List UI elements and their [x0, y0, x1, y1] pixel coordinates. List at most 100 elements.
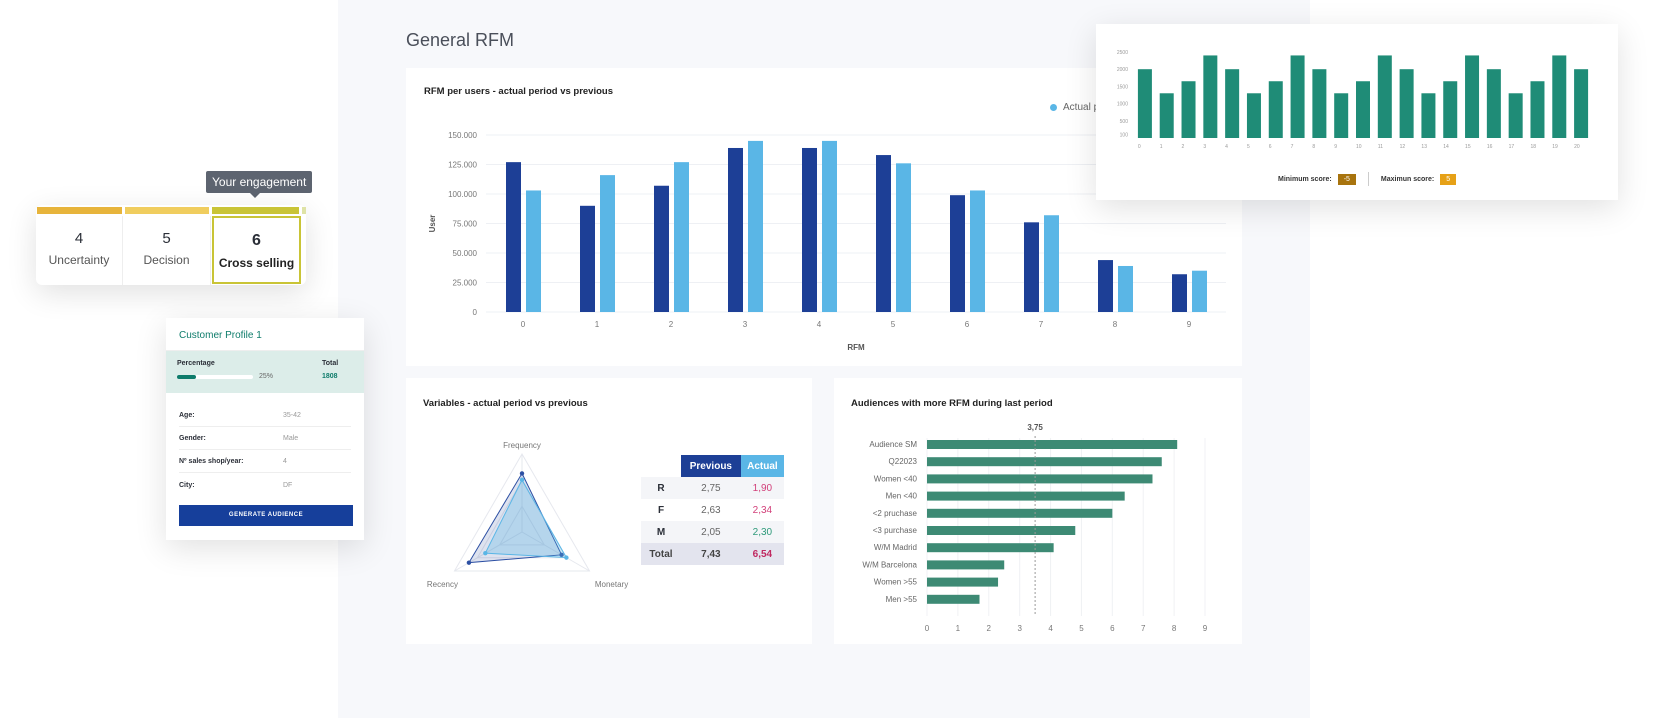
bar	[1552, 55, 1567, 138]
x-tick-label: 5	[1247, 144, 1250, 150]
x-tick-label: 0	[1138, 144, 1141, 150]
rfm-users-title: RFM per users - actual period vs previou…	[424, 86, 613, 97]
bar	[802, 147, 817, 312]
max-score-label: Maximun score:	[1380, 175, 1435, 183]
x-tick-label: 4	[817, 320, 822, 329]
bar	[1574, 69, 1589, 138]
bar	[896, 163, 911, 312]
y-tick-label: 100.000	[448, 190, 477, 199]
bar	[1181, 81, 1196, 138]
y-axis-label: User	[428, 215, 437, 233]
score-card: 100 500 1000 1500 2000 2500 0 1 2 3 4 5 6 7 8 9 10 11 12 13…	[1096, 24, 1618, 200]
bar	[654, 185, 669, 312]
cell-previous: 2,75	[701, 482, 721, 494]
bar	[1465, 55, 1480, 138]
radar-point	[559, 552, 564, 558]
bar	[927, 526, 1076, 535]
bar	[927, 543, 1054, 553]
radar-point	[483, 550, 488, 556]
total-label: Total	[322, 360, 339, 367]
engagement-tooltip: Your engagement	[206, 171, 313, 198]
x-tick-label: 2	[669, 320, 674, 329]
stage-bar-7	[302, 207, 306, 214]
x-tick-label: 15	[1465, 144, 1471, 150]
bar	[927, 594, 980, 604]
legend-label: Actual p	[1063, 102, 1100, 113]
y-tick-label: 1500	[1117, 84, 1128, 90]
stage-cross-selling[interactable]: 6 Cross selling	[212, 216, 301, 284]
x-tick-label: 8	[1113, 320, 1118, 329]
y-tick-label: 500	[1120, 119, 1129, 125]
bar	[600, 175, 615, 312]
bar	[1192, 270, 1207, 312]
divider	[179, 426, 351, 427]
col-actual: Actual	[740, 455, 784, 477]
x-tick-label: 3	[1203, 144, 1206, 150]
bar	[927, 457, 1162, 467]
x-tick-label: 9	[1187, 320, 1192, 329]
x-tick-label: 20	[1574, 144, 1580, 150]
bar	[1312, 69, 1327, 138]
x-tick-label: 3	[743, 320, 748, 329]
min-score-label: Minimum score:	[1278, 175, 1332, 183]
stage-number: 5	[162, 230, 171, 247]
min-score-badge: -5	[1337, 173, 1356, 185]
x-tick-label: 2	[1182, 144, 1185, 150]
percentage-track	[177, 375, 253, 379]
y-tick-label: <2 pruchase	[873, 509, 918, 518]
bar	[970, 190, 985, 312]
cell-actual: 6,54	[752, 548, 773, 560]
variables-table: Previous Actual R 2,75 1,90 F 2,63 2,34 …	[641, 455, 784, 565]
x-tick-label: 7	[1141, 624, 1146, 633]
y-tick-label: Women <40	[874, 474, 918, 483]
bar	[1044, 215, 1059, 312]
bar	[927, 440, 1178, 449]
x-tick-label: 7	[1291, 144, 1294, 150]
y-tick-label: W/M Madrid	[874, 543, 917, 552]
divider	[179, 472, 351, 473]
bar	[927, 560, 1005, 570]
stage-bar-6	[212, 207, 299, 214]
y-tick-label: 0	[473, 308, 478, 317]
y-tick-label: Men >55	[886, 595, 918, 604]
radar-axis-label: Monetary	[595, 580, 628, 589]
profile-title: Customer Profile 1	[179, 330, 262, 341]
x-tick-label: 9	[1203, 624, 1208, 633]
radar-axis-label: Recency	[427, 580, 458, 589]
radar-point	[564, 555, 569, 560]
reference-label: 3,75	[1027, 423, 1043, 432]
cell-previous: 2,05	[701, 526, 721, 538]
rfm-bar-chart: 0 25.000 50.000 75.000 100.000 125.000 150.000…	[428, 131, 1226, 352]
bar	[1377, 55, 1392, 138]
x-tick-label: 0	[925, 624, 930, 633]
x-tick-label: 6	[965, 320, 970, 329]
radar-axis-label: Frequency	[503, 441, 541, 450]
cell-actual: 2,30	[752, 526, 773, 538]
x-tick-label: 10	[1356, 144, 1362, 150]
stage-decision[interactable]: 5 Decision	[123, 216, 211, 285]
radar-series	[484, 478, 568, 559]
bar	[1225, 69, 1240, 138]
legend-item: Actual p	[1050, 102, 1099, 113]
generate-audience-button[interactable]: GENERATE AUDIENCE	[179, 505, 353, 526]
x-tick-label: 1	[595, 320, 600, 329]
bar	[1172, 274, 1187, 312]
col-previous: Previous	[681, 455, 741, 477]
customer-profile-card: Customer Profile 1 Percentage 25% Total …	[166, 318, 364, 540]
radar-axis	[521, 531, 590, 572]
x-tick-label: 12	[1400, 144, 1406, 150]
y-tick-label: Men <40	[886, 492, 918, 501]
x-tick-label: 16	[1487, 144, 1493, 150]
stage-uncertainty[interactable]: 4 Uncertainty	[36, 216, 123, 285]
row-label: M	[656, 526, 666, 538]
x-tick-label: 4	[1048, 624, 1053, 633]
x-tick-label: 1	[1160, 144, 1163, 150]
variables-card: Variables - actual period vs previous Fr…	[406, 378, 812, 644]
bar	[1137, 69, 1152, 138]
profile-row-value: Male	[283, 435, 299, 442]
bar	[1508, 93, 1523, 138]
y-tick-label: 50.000	[453, 249, 478, 258]
radar-point	[519, 471, 525, 476]
y-tick-label: <3 purchase	[873, 526, 918, 535]
